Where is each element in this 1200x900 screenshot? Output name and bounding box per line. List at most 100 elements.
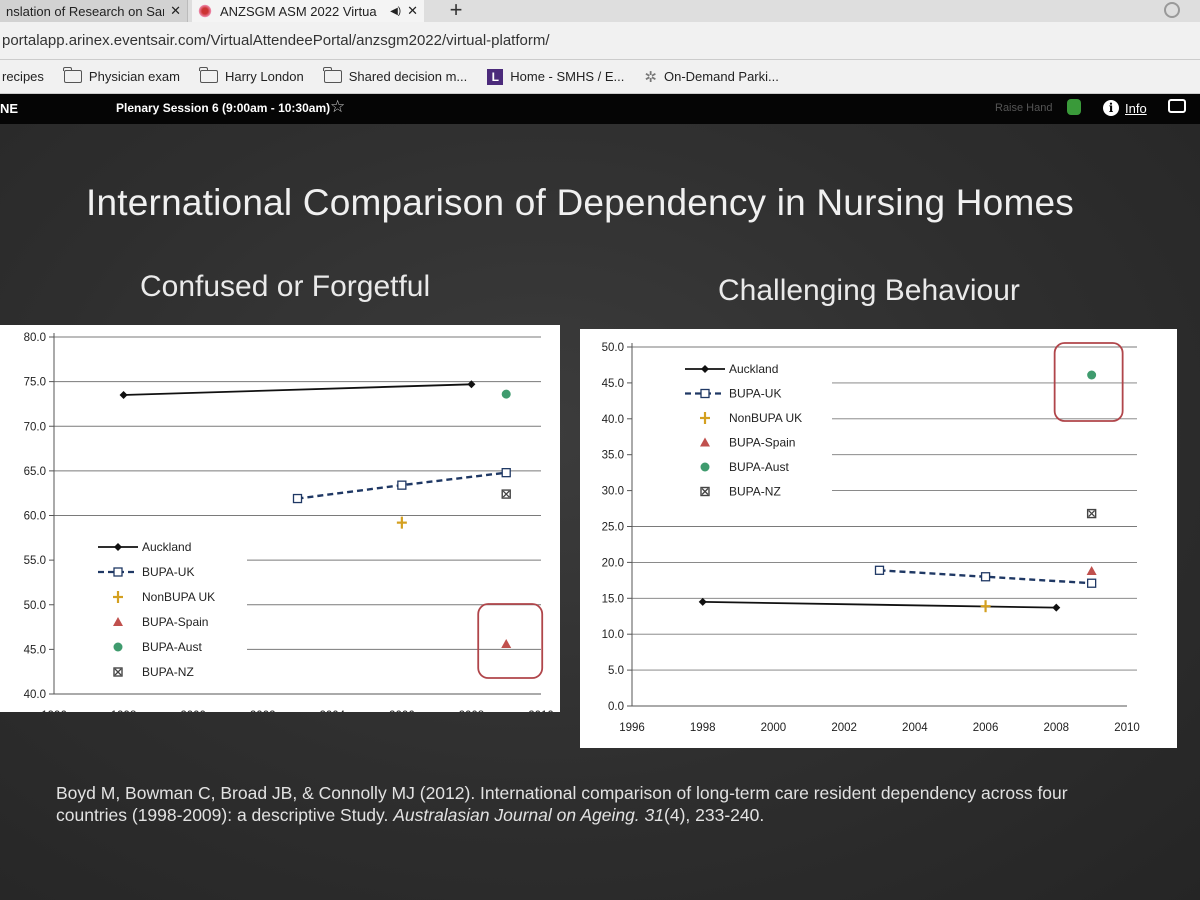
address-bar[interactable]: portalapp.arinex.eventsair.com/VirtualAt… — [0, 22, 1200, 60]
chat-icon[interactable] — [1168, 99, 1186, 113]
c2-y-tick-label: 50.0 — [602, 342, 624, 354]
c1-legend-auckland-label: Auckland — [142, 540, 191, 554]
c1-y-tick-label: 45.0 — [24, 644, 46, 656]
c1-legend-auckland-marker — [114, 543, 122, 551]
browser-tab-anzsgm[interactable]: ANZSGM ASM 2022 Virtua ◀) ✕ — [192, 0, 424, 22]
c1-auckland-point — [467, 380, 476, 389]
bookmark-label: Home - SMHS / E... — [510, 69, 625, 84]
chart-confused-forgetful: 40.0 45.0 50.0 55.0 60.0 65.0 70.0 75.0 80.0 1996… — [0, 325, 560, 712]
c1-bupa-uk-point — [397, 480, 407, 490]
c1-bupa-uk-point — [292, 493, 303, 504]
c2-y-tick-label: 25.0 — [602, 522, 624, 534]
bookmark-home-smhs[interactable]: L Home - SMHS / E... — [487, 68, 625, 85]
info-icon[interactable]: i — [1103, 100, 1119, 116]
c2-highlight-box — [1053, 342, 1124, 422]
c2-x-tick-label: 2000 — [761, 722, 787, 734]
folder-icon — [323, 67, 342, 83]
c2-x-tick-label: 2004 — [902, 722, 928, 734]
c2-bupa-aust-point — [1087, 370, 1097, 380]
folder-icon — [199, 67, 218, 83]
c2-y-tick-label: 20.0 — [602, 557, 624, 569]
citation-journal: Australasian Journal on Ageing. — [393, 805, 640, 825]
c1-bupa-nz-point-x2 — [502, 490, 510, 498]
tab-label: nslation of Research on Sar — [6, 3, 165, 19]
c2-y-tick-label: 0.0 — [608, 701, 624, 713]
c1-y-tick-label: 50.0 — [24, 600, 46, 612]
chart2-svg: 0.0 5.0 10.0 15.0 20.0 25.0 30.0 35.0 40.0 45.0 50… — [602, 342, 1140, 734]
c2-bupa-nz-point — [1086, 508, 1097, 519]
c2-legend-bupa-aust-marker — [700, 462, 710, 472]
c2-y-tick-label: 15.0 — [602, 593, 624, 605]
bookmark-harry-london[interactable]: Harry London — [199, 67, 304, 84]
browser-tab-research[interactable]: nslation of Research on Sar ✕ — [0, 0, 188, 22]
c2-y-tick-label: 30.0 — [602, 486, 624, 498]
c1-y-tick-label: 40.0 — [24, 689, 46, 701]
c2-bupa-spain-point — [1086, 566, 1097, 576]
bookmark-label: Physician exam — [88, 69, 180, 84]
c1-legend-bupa-spain-marker — [113, 617, 123, 626]
c1-bupa-nz-point — [501, 489, 511, 499]
c2-x-tick-label: 1996 — [619, 722, 645, 734]
c1-y-tick-label: 70.0 — [24, 421, 46, 433]
c2-y-tick-label: 10.0 — [602, 629, 624, 641]
bookmark-recipes[interactable]: recipes — [2, 69, 44, 84]
bookmark-label: Harry London — [224, 69, 304, 84]
profile-icon[interactable] — [1164, 2, 1180, 18]
c2-legend-nonbupa-uk-label: NonBUPA UK — [729, 411, 802, 425]
folder-icon — [63, 67, 82, 83]
bookmark-on-demand[interactable]: ✲ On-Demand Parki... — [644, 68, 778, 86]
favorite-star-icon[interactable]: ☆ — [330, 97, 346, 116]
audio-icon[interactable]: ◀) — [390, 5, 402, 17]
c1-legend-bupa-aust-label: BUPA-Aust — [142, 640, 202, 654]
c2-x-tick-label: 2010 — [1114, 722, 1140, 734]
c2-legend-bupa-nz-marker-x2 — [701, 488, 709, 495]
c1-x-tick-label: 2002 — [250, 710, 276, 712]
c2-legend-auckland-label: Auckland — [729, 362, 778, 376]
c1-x-tick-label: 2000 — [180, 710, 206, 712]
bookmark-physician-exam[interactable]: Physician exam — [63, 67, 180, 84]
c1-legend-bupa-aust-marker — [113, 642, 123, 652]
new-tab-button[interactable]: + — [449, 0, 463, 22]
c2-legend-bupa-aust-label: BUPA-Aust — [729, 460, 789, 474]
info-link[interactable]: Info — [1125, 101, 1147, 116]
session-bar: NE Plenary Session 6 (9:00am - 10:30am) … — [0, 94, 1200, 124]
citation: Boyd M, Bowman C, Broad JB, & Connolly M… — [56, 782, 1136, 826]
close-icon[interactable]: ✕ — [170, 3, 181, 18]
bookmarks-bar: recipes Physician exam Harry London Shar… — [0, 60, 1200, 94]
chart-challenging-behaviour: 0.0 5.0 10.0 15.0 20.0 25.0 30.0 35.0 40.0 45.0 50… — [580, 329, 1177, 748]
c1-bupa-spain-point — [501, 639, 512, 649]
c2-legend-bupa-uk-marker — [700, 388, 710, 399]
bookmark-label: recipes — [2, 69, 44, 84]
raise-hand-label[interactable]: Raise Hand — [995, 102, 1053, 114]
c1-legend-bupa-uk-label: BUPA-UK — [142, 565, 194, 579]
chart1-svg: 40.0 45.0 50.0 55.0 60.0 65.0 70.0 75.0 80.0 1996… — [24, 332, 554, 712]
c2-y-tick-label: 45.0 — [602, 378, 624, 390]
c2-legend-bupa-nz-marker — [700, 486, 710, 497]
tab-label: ANZSGM ASM 2022 Virtua — [220, 3, 377, 19]
c1-auckland-point — [119, 391, 128, 400]
c2-legend-bupa-spain-marker — [700, 437, 710, 447]
c1-x-tick-label: 1996 — [41, 710, 67, 712]
c2-auckland-point — [1052, 603, 1061, 612]
citation-volume: 31 — [644, 805, 665, 825]
session-left-label: NE — [0, 101, 19, 116]
c1-legend-nonbupa-uk-label: NonBUPA UK — [142, 590, 215, 604]
c2-x-tick-label: 2002 — [831, 722, 857, 734]
c1-y-tick-label: 60.0 — [24, 511, 46, 523]
raise-hand-icon[interactable] — [1067, 99, 1081, 115]
c1-legend-bupa-uk-marker — [113, 567, 123, 577]
c2-x-tick-label: 2006 — [973, 722, 999, 734]
bookmark-shared-decision[interactable]: Shared decision m... — [323, 67, 467, 84]
url-text: portalapp.arinex.eventsair.com/VirtualAt… — [2, 32, 550, 49]
c2-legend-bupa-spain-label: BUPA-Spain — [729, 436, 795, 450]
c2-legend-nonbupa-uk-marker — [700, 412, 710, 424]
c2-y-tick-label: 40.0 — [602, 414, 624, 426]
c1-x-tick-label: 2010 — [528, 710, 554, 712]
close-icon[interactable]: ✕ — [407, 3, 418, 18]
c2-legend-bupa-uk-label: BUPA-UK — [729, 387, 781, 401]
c1-bupa-uk-point — [501, 468, 511, 478]
chart1-title: Confused or Forgetful — [140, 270, 431, 303]
c2-bupa-uk-line — [879, 569, 1092, 585]
c1-nonbupa-uk-point — [396, 516, 407, 529]
sparkle-icon: ✲ — [644, 68, 657, 86]
